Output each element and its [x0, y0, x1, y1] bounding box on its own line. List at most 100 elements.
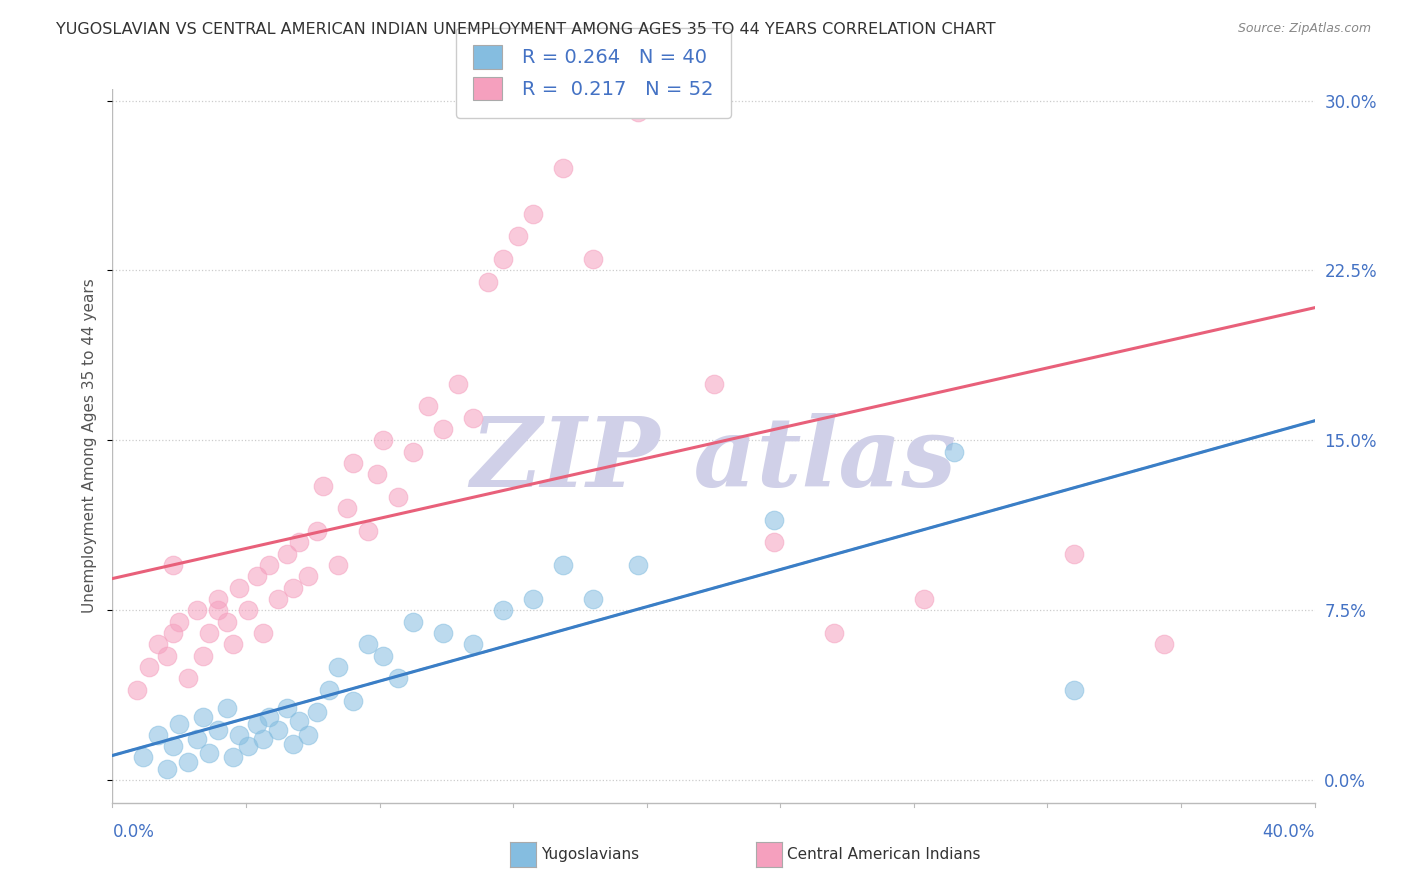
Point — [186, 603, 208, 617]
Point — [492, 252, 515, 266]
Point — [288, 714, 311, 729]
Point — [281, 581, 304, 595]
Point — [387, 490, 409, 504]
Point — [823, 626, 845, 640]
Point — [1153, 637, 1175, 651]
Point — [402, 615, 425, 629]
Point — [1063, 547, 1085, 561]
Point — [305, 524, 328, 538]
Point — [276, 700, 298, 714]
Point — [215, 700, 238, 714]
Point — [207, 591, 229, 606]
Point — [762, 513, 785, 527]
Point — [582, 591, 605, 606]
Point — [236, 739, 259, 754]
Point — [246, 569, 269, 583]
Point — [252, 732, 274, 747]
Text: ZIP atlas: ZIP atlas — [471, 413, 956, 508]
Point — [288, 535, 311, 549]
Point — [167, 716, 190, 731]
Text: Central American Indians: Central American Indians — [787, 847, 981, 862]
Point — [222, 637, 245, 651]
Point — [402, 444, 425, 458]
Point — [432, 626, 454, 640]
Point — [281, 737, 304, 751]
Point — [176, 755, 198, 769]
Point — [138, 660, 160, 674]
Point — [155, 762, 177, 776]
Point — [762, 535, 785, 549]
Point — [215, 615, 238, 629]
Point — [125, 682, 148, 697]
Point — [357, 524, 380, 538]
Point — [207, 723, 229, 738]
Point — [305, 705, 328, 719]
Point — [176, 671, 198, 685]
Point — [447, 376, 470, 391]
Point — [553, 558, 575, 572]
Point — [197, 746, 219, 760]
Y-axis label: Unemployment Among Ages 35 to 44 years: Unemployment Among Ages 35 to 44 years — [82, 278, 97, 614]
Point — [155, 648, 177, 663]
Point — [131, 750, 153, 764]
Point — [508, 229, 530, 244]
Point — [461, 410, 484, 425]
Point — [252, 626, 274, 640]
Point — [191, 709, 214, 723]
Point — [477, 275, 499, 289]
Point — [228, 581, 250, 595]
Point — [236, 603, 259, 617]
Point — [146, 728, 169, 742]
Point — [162, 558, 184, 572]
Point — [267, 723, 290, 738]
Point — [432, 422, 454, 436]
Point — [522, 591, 544, 606]
Text: Source: ZipAtlas.com: Source: ZipAtlas.com — [1237, 22, 1371, 36]
Text: 0.0%: 0.0% — [112, 822, 155, 840]
Point — [191, 648, 214, 663]
Point — [461, 637, 484, 651]
Point — [228, 728, 250, 742]
Point — [207, 603, 229, 617]
Text: 40.0%: 40.0% — [1263, 822, 1315, 840]
Text: Yugoslavians: Yugoslavians — [541, 847, 640, 862]
Point — [582, 252, 605, 266]
Point — [912, 591, 935, 606]
Point — [162, 626, 184, 640]
Point — [627, 104, 650, 119]
Point — [366, 467, 388, 482]
Point — [257, 558, 280, 572]
Point — [318, 682, 340, 697]
Point — [522, 207, 544, 221]
Point — [326, 558, 349, 572]
Point — [371, 434, 394, 448]
Point — [267, 591, 290, 606]
Point — [197, 626, 219, 640]
Point — [553, 161, 575, 176]
Point — [357, 637, 380, 651]
Point — [371, 648, 394, 663]
Point — [167, 615, 190, 629]
Legend: R = 0.264   N = 40, R =  0.217   N = 52: R = 0.264 N = 40, R = 0.217 N = 52 — [456, 28, 731, 118]
Point — [186, 732, 208, 747]
Point — [297, 569, 319, 583]
Point — [1063, 682, 1085, 697]
Point — [627, 558, 650, 572]
Point — [312, 478, 335, 492]
Point — [146, 637, 169, 651]
Point — [276, 547, 298, 561]
Point — [416, 400, 439, 414]
Text: YUGOSLAVIAN VS CENTRAL AMERICAN INDIAN UNEMPLOYMENT AMONG AGES 35 TO 44 YEARS CO: YUGOSLAVIAN VS CENTRAL AMERICAN INDIAN U… — [56, 22, 995, 37]
Point — [703, 376, 725, 391]
Point — [246, 716, 269, 731]
Point — [257, 709, 280, 723]
Point — [162, 739, 184, 754]
Point — [326, 660, 349, 674]
Point — [222, 750, 245, 764]
Point — [387, 671, 409, 685]
Point — [336, 501, 359, 516]
Point — [342, 694, 364, 708]
Point — [297, 728, 319, 742]
Point — [492, 603, 515, 617]
Point — [943, 444, 966, 458]
